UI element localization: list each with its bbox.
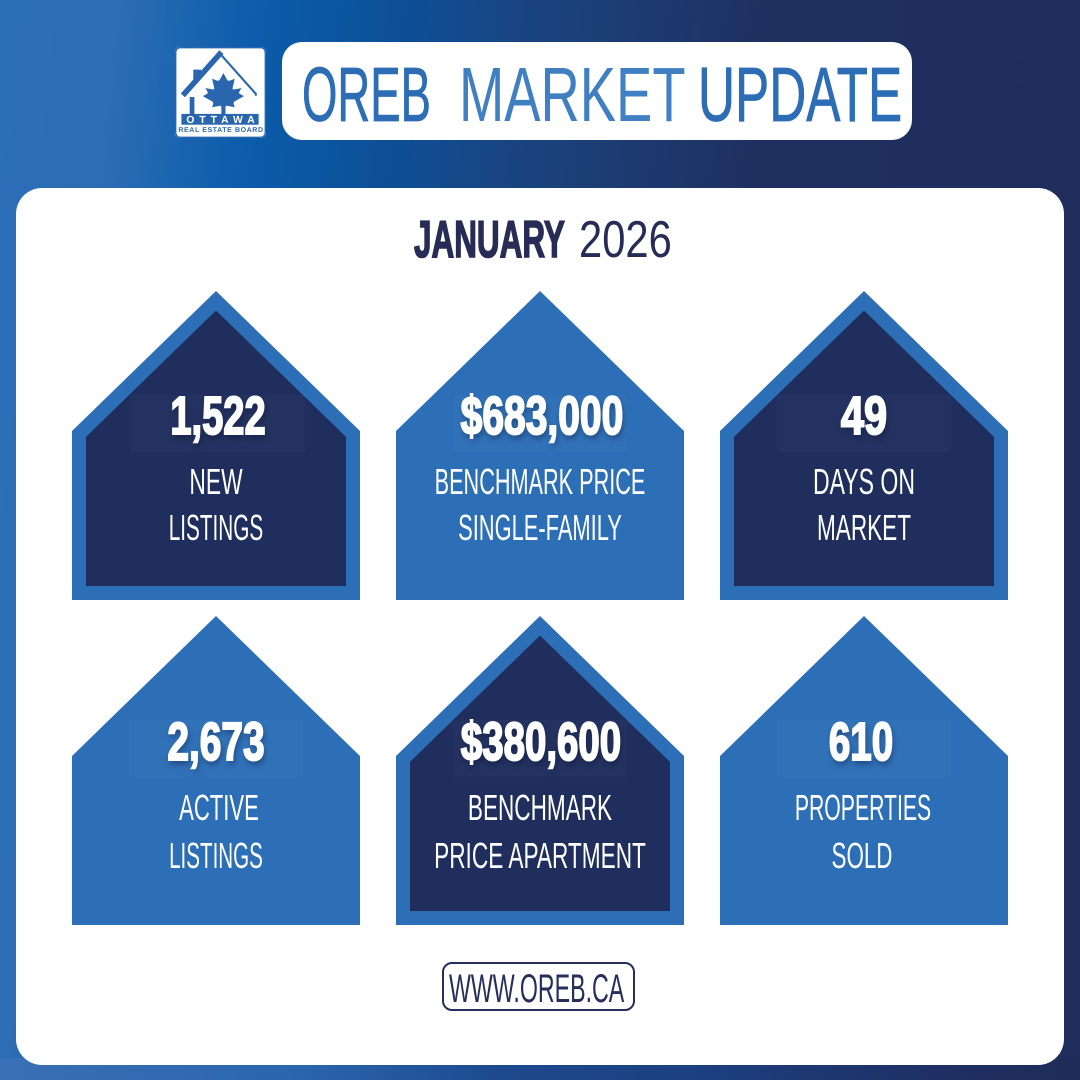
- svg-text:REAL ESTATE BOARD: REAL ESTATE BOARD: [178, 127, 263, 134]
- svg-text:OTTAWA: OTTAWA: [186, 115, 259, 126]
